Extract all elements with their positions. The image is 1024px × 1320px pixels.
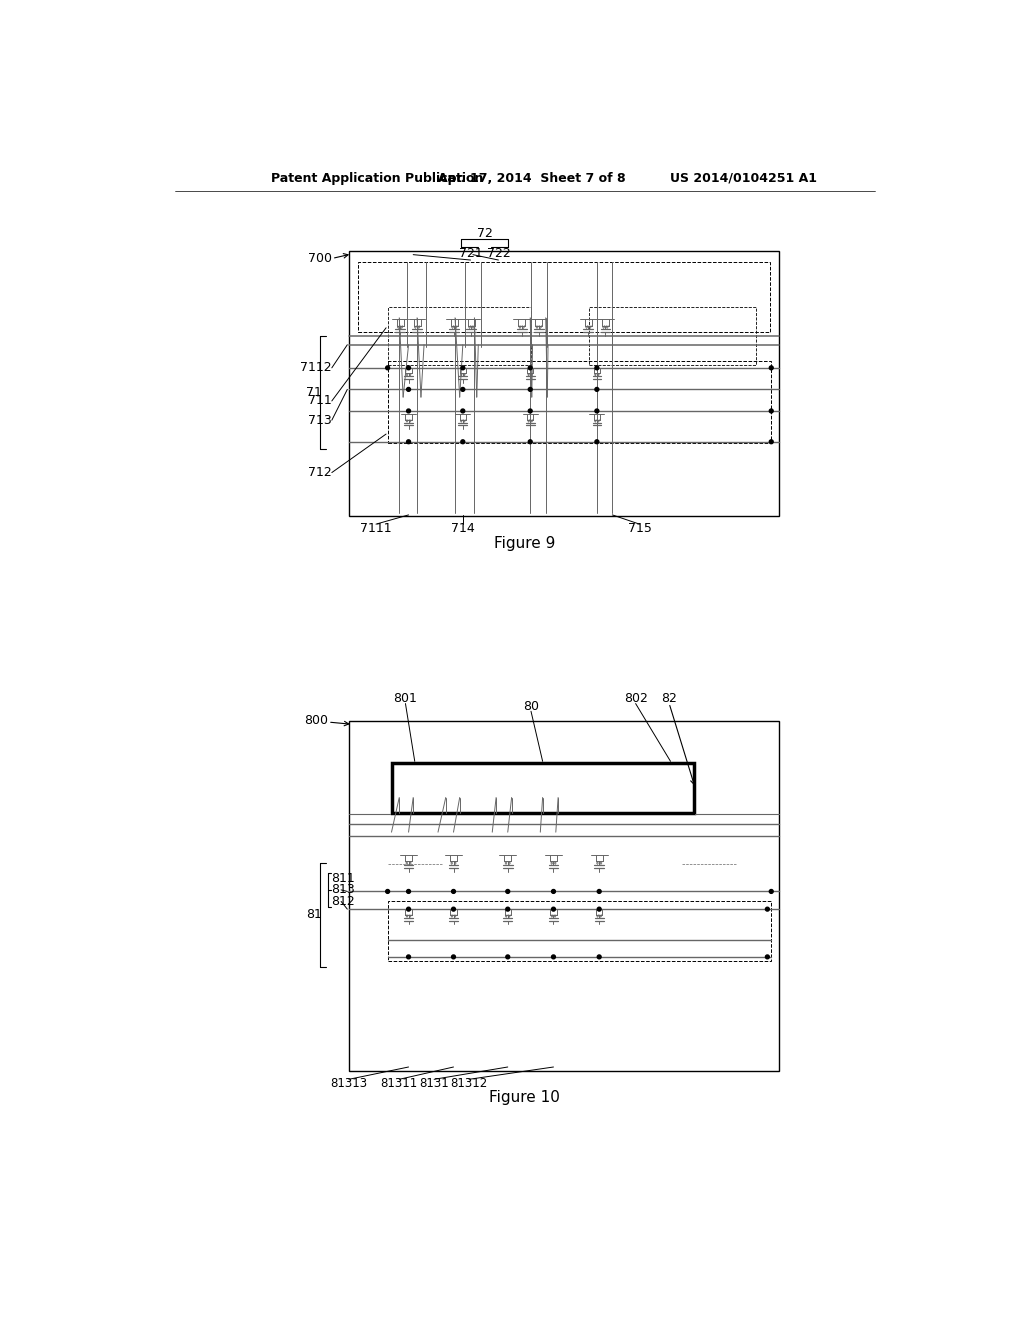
Circle shape xyxy=(597,954,601,958)
Text: 81311: 81311 xyxy=(381,1077,418,1090)
Text: 81: 81 xyxy=(306,908,322,921)
Text: 713: 713 xyxy=(308,413,332,426)
Text: 7112: 7112 xyxy=(300,362,332,375)
Text: 81313: 81313 xyxy=(331,1077,368,1090)
Circle shape xyxy=(552,907,555,911)
Circle shape xyxy=(769,890,773,894)
Circle shape xyxy=(407,890,411,894)
Text: US 2014/0104251 A1: US 2014/0104251 A1 xyxy=(671,172,817,185)
Circle shape xyxy=(528,366,532,370)
Text: Figure 9: Figure 9 xyxy=(495,536,555,550)
Circle shape xyxy=(595,366,599,370)
Circle shape xyxy=(506,954,510,958)
Circle shape xyxy=(595,388,599,391)
Text: 72: 72 xyxy=(476,227,493,240)
Circle shape xyxy=(597,890,601,894)
Bar xyxy=(349,721,779,1071)
Circle shape xyxy=(528,440,532,444)
Text: Apr. 17, 2014  Sheet 7 of 8: Apr. 17, 2014 Sheet 7 of 8 xyxy=(438,172,626,185)
Text: 801: 801 xyxy=(393,693,418,705)
Circle shape xyxy=(407,388,411,391)
Text: 7111: 7111 xyxy=(360,521,392,535)
Circle shape xyxy=(407,954,411,958)
Text: 813: 813 xyxy=(331,883,354,896)
Text: 712: 712 xyxy=(308,466,332,479)
Text: 802: 802 xyxy=(624,693,647,705)
Circle shape xyxy=(597,907,601,911)
Circle shape xyxy=(407,440,411,444)
Circle shape xyxy=(769,440,773,444)
Circle shape xyxy=(765,907,769,911)
Bar xyxy=(349,251,779,516)
Circle shape xyxy=(595,440,599,444)
Text: 812: 812 xyxy=(331,895,354,908)
Circle shape xyxy=(769,409,773,413)
Text: Patent Application Publication: Patent Application Publication xyxy=(271,172,483,185)
Circle shape xyxy=(386,890,389,894)
Text: 71: 71 xyxy=(306,385,322,399)
Bar xyxy=(388,308,531,364)
Circle shape xyxy=(461,440,465,444)
Text: 721: 721 xyxy=(459,247,482,260)
Circle shape xyxy=(407,907,411,911)
Text: 714: 714 xyxy=(451,521,475,535)
Circle shape xyxy=(506,890,510,894)
Text: 722: 722 xyxy=(486,247,510,260)
Text: 8131: 8131 xyxy=(419,1077,449,1090)
Text: 800: 800 xyxy=(304,714,328,727)
Text: 711: 711 xyxy=(308,395,332,408)
Circle shape xyxy=(452,907,456,911)
Bar xyxy=(589,308,756,364)
Circle shape xyxy=(552,954,555,958)
Text: 82: 82 xyxy=(662,693,677,705)
Bar xyxy=(388,360,771,444)
Circle shape xyxy=(461,388,465,391)
Text: 80: 80 xyxy=(523,700,539,713)
Bar xyxy=(391,763,693,813)
Circle shape xyxy=(595,409,599,413)
Circle shape xyxy=(386,366,389,370)
Text: 81312: 81312 xyxy=(451,1077,487,1090)
Text: 700: 700 xyxy=(308,252,332,265)
Text: Figure 10: Figure 10 xyxy=(489,1090,560,1105)
Bar xyxy=(358,263,770,331)
Circle shape xyxy=(407,409,411,413)
Circle shape xyxy=(765,954,769,958)
Text: 811: 811 xyxy=(331,871,354,884)
Circle shape xyxy=(506,907,510,911)
Circle shape xyxy=(461,366,465,370)
Bar xyxy=(388,902,771,961)
Circle shape xyxy=(452,890,456,894)
Circle shape xyxy=(528,409,532,413)
Circle shape xyxy=(452,954,456,958)
Text: 715: 715 xyxy=(628,521,651,535)
Circle shape xyxy=(407,366,411,370)
Circle shape xyxy=(552,890,555,894)
Circle shape xyxy=(769,366,773,370)
Circle shape xyxy=(528,388,532,391)
Circle shape xyxy=(461,409,465,413)
